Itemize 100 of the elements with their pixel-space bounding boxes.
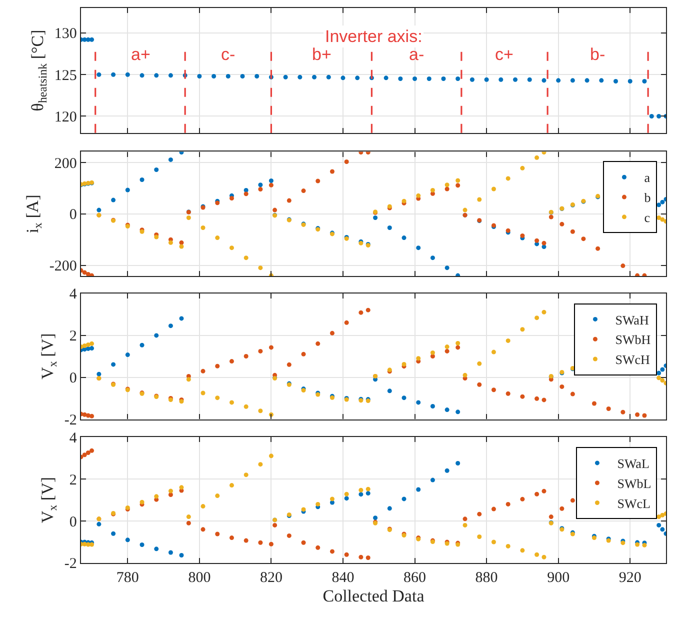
annotation: a+ [131, 45, 150, 64]
point [186, 514, 191, 520]
point [656, 514, 662, 520]
point [642, 413, 647, 418]
point [542, 398, 546, 402]
legend-label: b [644, 190, 651, 206]
point [283, 74, 288, 80]
point [111, 198, 116, 202]
legend-label: SWbH [615, 332, 651, 348]
point [581, 236, 586, 242]
point [244, 256, 248, 260]
point [520, 233, 525, 238]
point [599, 78, 604, 83]
legend-label: c [644, 210, 650, 225]
point [258, 348, 263, 354]
point [660, 217, 665, 222]
legend-label: a [644, 170, 650, 186]
y-tick-label: -200 [49, 258, 77, 275]
point [258, 408, 263, 414]
point [286, 198, 292, 203]
point [258, 186, 263, 192]
point [90, 37, 94, 42]
point [179, 485, 184, 490]
point [491, 350, 496, 354]
point [373, 216, 378, 220]
point [215, 532, 220, 536]
point [244, 538, 248, 543]
point [416, 356, 421, 361]
point [477, 197, 482, 202]
x-tick-label: 780 [116, 570, 139, 586]
point [229, 483, 234, 488]
point [387, 226, 392, 230]
point [444, 468, 450, 473]
point [90, 346, 94, 351]
point [477, 361, 482, 366]
x-tick-label: 820 [260, 570, 282, 586]
point [90, 341, 94, 346]
point [477, 382, 482, 387]
point [186, 377, 191, 382]
point [244, 192, 248, 196]
point [96, 372, 102, 376]
point [430, 256, 435, 260]
point [344, 320, 349, 325]
point [642, 273, 647, 276]
point [179, 316, 184, 321]
point [244, 472, 248, 478]
point [344, 496, 349, 501]
point [498, 77, 504, 82]
y-tick-label: 125 [54, 68, 77, 84]
point [366, 486, 370, 492]
legend-label: SWcH [615, 352, 650, 368]
point [268, 178, 274, 184]
point [366, 556, 370, 560]
point [316, 502, 320, 506]
point [186, 520, 191, 526]
point [491, 186, 496, 192]
y-tick-label: 4 [69, 286, 78, 303]
point [660, 200, 665, 204]
point [312, 74, 317, 80]
point [456, 461, 460, 466]
y-tick-label: -2 [64, 412, 77, 428]
point [298, 74, 302, 80]
point [125, 188, 130, 192]
point [462, 208, 468, 212]
point [416, 246, 421, 250]
point [200, 390, 206, 396]
point [614, 79, 618, 84]
point [125, 538, 130, 542]
point [456, 178, 460, 183]
point [560, 506, 564, 511]
point [301, 188, 306, 194]
annotation: c+ [495, 45, 514, 64]
point [534, 492, 540, 496]
point [96, 208, 102, 212]
x-tick-label: 900 [547, 570, 570, 586]
point [229, 400, 234, 405]
point [140, 500, 144, 504]
y-tick-label: 200 [54, 156, 77, 172]
point [168, 324, 173, 328]
point [520, 394, 525, 399]
point [168, 157, 173, 162]
point [470, 77, 474, 82]
point [179, 244, 184, 249]
point [491, 388, 496, 392]
point [444, 182, 450, 188]
point [215, 364, 220, 368]
point [154, 234, 159, 240]
y-tick-label: 2 [69, 328, 77, 345]
point [444, 344, 450, 350]
point [154, 333, 159, 338]
point [316, 545, 320, 550]
point [542, 78, 546, 83]
point [229, 246, 234, 250]
point [477, 534, 482, 540]
point [548, 514, 554, 520]
point [556, 78, 561, 83]
point [140, 342, 144, 348]
point [660, 378, 665, 383]
x-tick-label: 860 [404, 570, 426, 586]
point [340, 76, 346, 80]
